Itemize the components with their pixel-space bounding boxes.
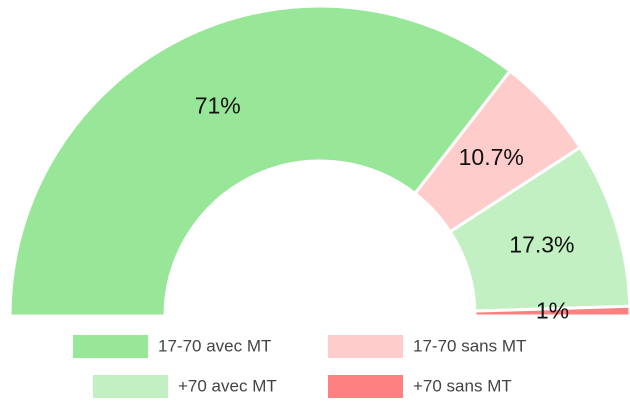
slice-label: 17.3% xyxy=(509,232,574,258)
legend-swatch xyxy=(328,375,403,398)
slice-label: 71% xyxy=(195,92,241,118)
legend-swatch xyxy=(73,335,148,358)
legend-label: +70 sans MT xyxy=(413,376,512,395)
legend-label: +70 avec MT xyxy=(178,376,277,395)
legend-label: 17-70 sans MT xyxy=(413,336,526,355)
slice-label: 10.7% xyxy=(459,144,524,170)
legend-swatch xyxy=(93,375,168,398)
legend-label: 17-70 avec MT xyxy=(158,336,271,355)
slice xyxy=(8,4,513,318)
slice-label: 1% xyxy=(536,297,569,323)
legend-swatch xyxy=(328,335,403,358)
